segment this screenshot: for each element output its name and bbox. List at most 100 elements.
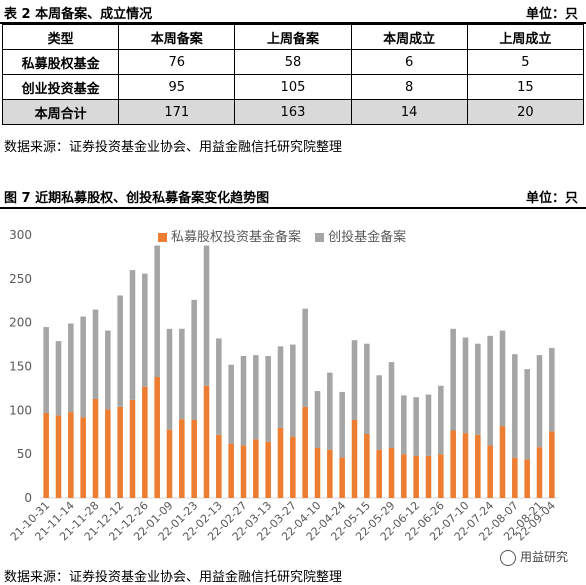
col-header: 本周备案 [118,24,236,50]
table-cell: 163 [234,99,352,125]
bar-segment-venture [142,273,148,387]
bar-segment-venture [450,328,456,431]
bar-segment-equity [216,434,222,498]
chart-header: 图 7 近期私募股权、创投私募备案变化趋势图 单位：只 [2,184,584,206]
table-cell: 14 [350,99,468,125]
bar-segment-venture [179,328,185,420]
bar-segment-venture [438,385,444,455]
bar-segment-venture [302,308,308,407]
col-header: 本周成立 [350,24,468,50]
bar-segment-venture [364,343,370,435]
table-row: 创业投资基金 95 105 8 15 [1,74,585,100]
bar-segment-equity [487,445,493,498]
bar-segment-equity [401,454,407,498]
table-cell: 58 [234,49,352,75]
bar-segment-equity [290,436,296,498]
bar-segment-venture [43,327,49,413]
bar-segment-venture [314,391,321,449]
bar-segment-equity [80,417,86,498]
table-cell: 95 [118,74,236,100]
bar-segment-equity [105,409,111,498]
bar-segment-equity [364,434,370,498]
bar-segment-equity [462,433,469,498]
bar-segment-equity [43,412,49,498]
stacked-bar-chart: 05010015020025030021-10-3121-11-1421-11-… [8,228,558,543]
bar-segment-venture [487,335,493,446]
bar-segment-equity [450,430,456,498]
bar-segment-equity [351,419,358,498]
watermark-text: 用益研究 [519,550,568,564]
bar-segment-venture [462,337,469,434]
bar-segment-venture [339,391,345,458]
bar-segment-equity [166,429,173,498]
legend-item: 创投基金备案 [315,226,406,245]
table-cell: 105 [234,74,352,100]
bar-segment-venture [512,354,518,458]
y-tick-label: 150 [9,360,32,374]
bar-segment-venture [475,343,481,435]
chart-unit: 单位：只 [525,191,578,206]
y-tick-label: 300 [9,228,32,242]
table-cell: 15 [466,74,585,100]
bar-segment-venture [536,355,543,448]
y-tick-label: 50 [17,447,32,461]
y-tick-label: 250 [9,272,32,286]
bar-segment-venture [105,330,111,410]
bar-segment-equity [388,448,395,498]
bar-segment-venture [129,270,136,400]
bar-segment-venture [80,316,86,418]
legend-label: 创投基金备案 [328,230,407,245]
row-label: 本周合计 [1,99,120,125]
table-total-row: 本周合计 171 163 14 20 [1,99,585,125]
bar-segment-venture [240,355,247,446]
bar-segment-venture [166,328,173,430]
bar-segment-equity [376,449,382,498]
bar-segment-venture [68,323,74,413]
table-top-rule [0,22,586,24]
bar-segment-venture [549,348,555,432]
col-header: 类型 [1,24,120,50]
table-row: 私募股权基金 76 58 6 5 [1,49,585,75]
summary-table: 类型 本周备案 上周备案 本周成立 上周成立 私募股权基金 76 58 6 5 … [1,24,585,125]
bar-segment-equity [524,459,530,498]
bar-segment-venture [216,338,222,435]
bar-segment-venture [499,330,506,427]
bar-segment-venture [277,346,284,428]
chart-top-rule [0,207,586,209]
bar-segment-equity [92,398,99,498]
bar-segment-venture [191,299,197,420]
watermark: 用益研究 [499,548,568,566]
bar-segment-equity [68,412,74,498]
bar-segment-venture [253,355,259,440]
table-cell: 20 [466,99,585,125]
bar-segment-equity [277,427,284,498]
bar-segment-equity [425,455,432,498]
bar-segment-equity [117,406,123,498]
bar-segment-venture [228,364,234,444]
table-source-note: 数据来源：证券投资基金业协会、用益金融信托研究院整理 [4,140,343,155]
bar-segment-equity [265,441,271,498]
bar-segment-equity [438,454,444,498]
bar-segment-venture [401,395,407,455]
row-label: 创业投资基金 [1,74,120,100]
bar-segment-venture [265,355,271,442]
chart-source-note: 数据来源：证券投资基金业协会、用益金融信托研究院整理 [4,570,343,585]
y-tick-label: 100 [9,403,32,417]
y-tick-label: 200 [9,316,32,330]
bar-segment-venture [413,397,419,456]
bar-segment-venture [154,245,160,378]
bar-segment-equity [179,419,185,498]
bar-segment-equity [154,377,160,498]
legend-item: 私募股权投资基金备案 [158,226,301,245]
bar-segment-venture [327,372,333,450]
legend-swatch-gray [315,233,325,242]
table-cell: 8 [350,74,468,100]
bar-segment-equity [512,457,518,498]
table-title: 表 2 本周备案、成立情况 [4,7,153,22]
legend-label: 私募股权投资基金备案 [171,230,302,245]
bar-segment-venture [376,375,382,450]
col-header: 上周成立 [466,24,585,50]
table-header-row: 类型 本周备案 上周备案 本周成立 上周成立 [1,24,585,50]
bar-segment-equity [191,419,197,498]
y-tick-label: 0 [24,491,32,505]
